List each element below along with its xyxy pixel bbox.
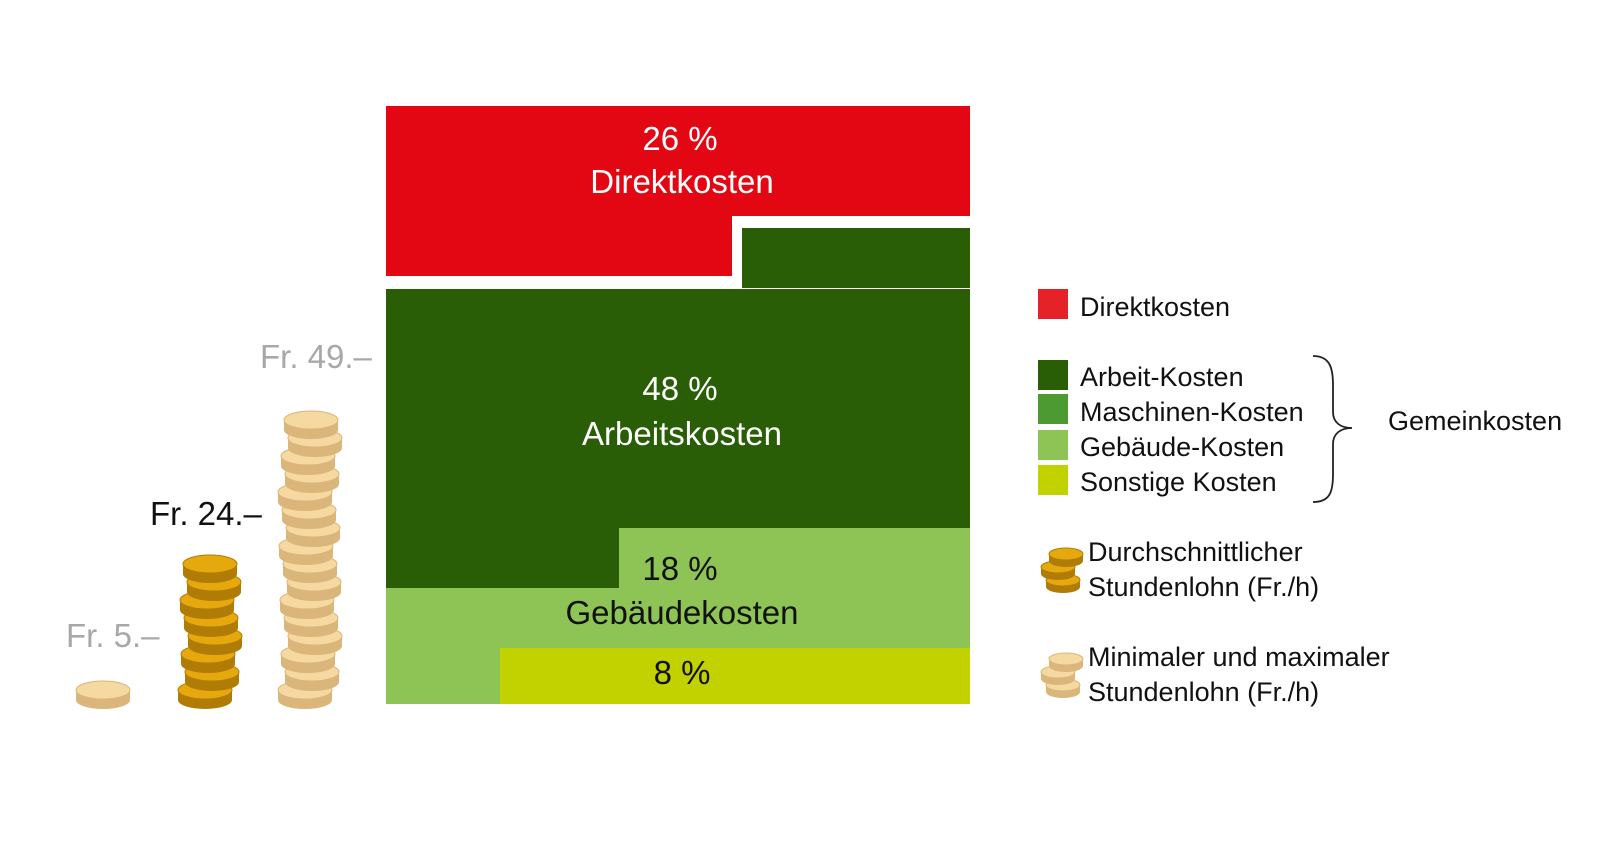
legend-label-machine: Maschinen-Kosten	[1080, 397, 1304, 427]
direct-costs-block	[386, 106, 970, 276]
other-costs-block	[500, 648, 970, 704]
wage-min-label: Fr. 5.–	[66, 617, 160, 654]
legend-label-labor: Arbeit-Kosten	[1080, 362, 1244, 392]
direct-name-label: Direktkosten	[590, 163, 773, 200]
legend-swatch-other	[1038, 465, 1068, 495]
coin-min-0	[75, 680, 131, 709]
other-percent-label: 8 %	[654, 654, 711, 691]
wage-max-label: Fr. 49.–	[260, 338, 373, 375]
overhead-brace-icon	[1312, 355, 1353, 503]
labor-costs-block-top	[742, 228, 970, 288]
avg-wage-coins-icon	[1040, 547, 1084, 593]
legend-overhead-group: Gemeinkosten	[1388, 406, 1563, 436]
cost-treemap: 26 % Direktkosten 48 % Arbeitskosten 18 …	[386, 106, 970, 704]
legend-label-building: Gebäude-Kosten	[1080, 432, 1285, 462]
legend-swatch-machine	[1038, 394, 1068, 424]
legend-swatch-labor	[1038, 360, 1068, 390]
legend-swatch-building	[1038, 430, 1068, 460]
legend-label-minmax-wage: Minimaler und maximaler Stundenlohn (Fr.…	[1088, 642, 1390, 707]
legend-label-direct: Direktkosten	[1080, 292, 1231, 322]
labor-percent-label: 48 %	[642, 370, 717, 407]
building-name-label: Gebäudekosten	[565, 594, 798, 631]
legend-minmax-coin-2	[1048, 652, 1084, 672]
building-percent-label: 18 %	[642, 550, 717, 587]
coin-avg-7	[182, 554, 238, 583]
legend-swatch-direct	[1038, 289, 1068, 319]
wage-avg-label: Fr. 24.–	[150, 495, 263, 532]
building-costs-block	[386, 528, 970, 704]
legend-label-other: Sonstige Kosten	[1080, 467, 1277, 497]
minmax-wage-coins-icon	[1040, 652, 1084, 698]
direct-percent-label: 26 %	[642, 120, 717, 157]
labor-name-label: Arbeitskosten	[582, 415, 782, 452]
legend-avg-coin-2	[1048, 547, 1084, 567]
legend-label-avg-wage: Durchschnittlicher Stundenlohn (Fr./h)	[1088, 537, 1320, 602]
wage-coin-stacks	[75, 410, 343, 709]
coin-max-15	[283, 410, 339, 439]
